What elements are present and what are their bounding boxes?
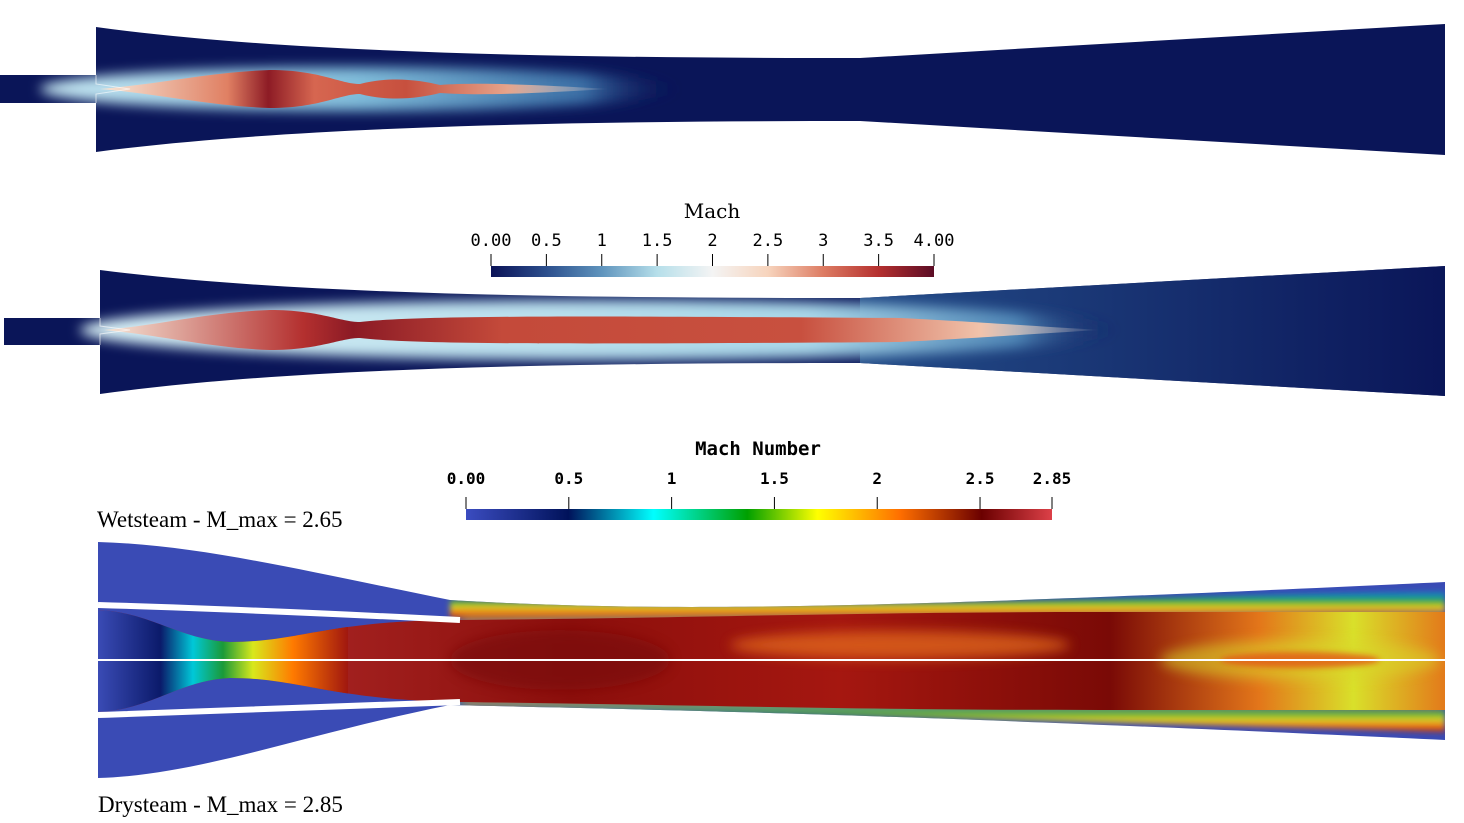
colorbar-mach-tick-label: 0.5 bbox=[531, 231, 562, 251]
colorbar-mach-bar bbox=[491, 266, 934, 277]
colorbar-mach-number: Mach Number 0.00 0.5 1 1.5 2 2.5 2.85 bbox=[447, 438, 1072, 520]
colorbar-mach-tick-label: 0.00 bbox=[471, 231, 512, 251]
colorbar-mach-tick-label: 1 bbox=[597, 231, 607, 251]
colorbar-mach-tick-label: 1.5 bbox=[642, 231, 673, 251]
colorbar-mach: Mach 0.00 0.5 1 1.5 2 2.5 3 3.5 4.00 bbox=[471, 199, 955, 277]
colorbar-mach-number-bar bbox=[466, 509, 1052, 520]
drysteam-caption: Drysteam - M_max = 2.85 bbox=[98, 792, 343, 817]
colorbar-mach-tick-label: 3.5 bbox=[863, 231, 894, 251]
colorbar-mach-tick-label: 3 bbox=[818, 231, 828, 251]
ejector-contour-2 bbox=[4, 266, 1445, 396]
ejector-contour-3 bbox=[97, 542, 1445, 778]
colorbar-mach-number-tick-label: 0.00 bbox=[447, 469, 486, 488]
wetsteam-caption: Wetsteam - M_max = 2.65 bbox=[97, 507, 343, 532]
colorbar-mach-title: Mach bbox=[684, 199, 741, 223]
colorbar-mach-number-tick-label: 1.5 bbox=[760, 469, 789, 488]
colorbar-mach-number-tick-label: 2.85 bbox=[1033, 469, 1072, 488]
colorbar-mach-number-tick-label: 2 bbox=[872, 469, 882, 488]
colorbar-mach-number-tick-label: 2.5 bbox=[966, 469, 995, 488]
ejector-contour-1 bbox=[0, 24, 1445, 155]
colorbar-mach-tick-label: 2 bbox=[707, 231, 717, 251]
colorbar-mach-number-title: Mach Number bbox=[695, 438, 821, 460]
colorbar-mach-tick-label: 2.5 bbox=[753, 231, 784, 251]
colorbar-mach-number-tick-label: 0.5 bbox=[554, 469, 583, 488]
colorbar-mach-tick-label: 4.00 bbox=[914, 231, 955, 251]
colorbar-mach-number-tick-label: 1 bbox=[667, 469, 677, 488]
